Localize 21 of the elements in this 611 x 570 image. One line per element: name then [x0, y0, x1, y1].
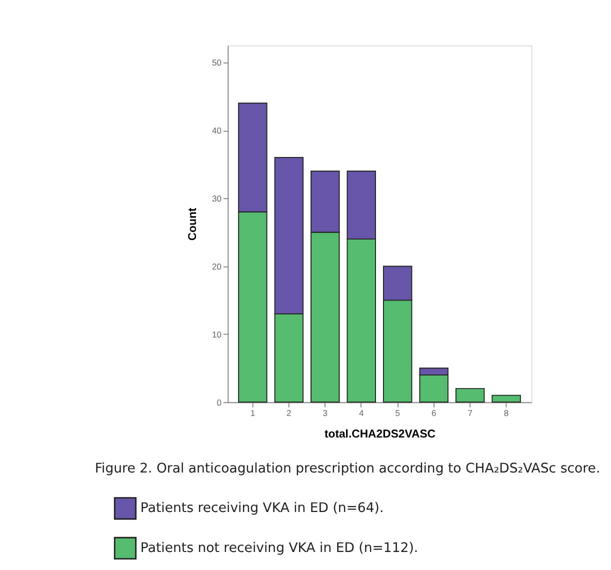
y-tick-label: 30 — [212, 194, 222, 204]
x-tick-label: 8 — [504, 408, 509, 418]
y-tick-label: 40 — [212, 126, 222, 136]
bar — [492, 394, 521, 403]
x-axis-title: total.CHA2DS2VASC — [324, 428, 436, 441]
x-tick-label: 6 — [431, 408, 436, 418]
caption: Figure 2. Oral anticoagulation prescription according to CHA₂DS₂VASc score. — [94, 461, 600, 476]
x-tick-label: 2 — [286, 408, 292, 418]
y-tick-label: 20 — [212, 262, 222, 272]
legend-label: Patients receiving VKA in ED (n=64). — [140, 501, 384, 516]
bar — [455, 388, 485, 403]
y-tick-label: 0 — [216, 397, 222, 408]
x-tick-label: 7 — [468, 408, 473, 418]
legend-label: Patients not receiving VKA in ED (n=112). — [140, 541, 418, 556]
x-tick-label: 1 — [250, 408, 256, 418]
x-tick-label: 3 — [322, 408, 328, 418]
y-axis-title: Count — [186, 208, 199, 241]
x-tick-label: 4 — [359, 408, 364, 418]
x-tick-label: 5 — [395, 408, 400, 418]
y-tick-label: 10 — [212, 330, 222, 340]
y-tick-label: 50 — [212, 58, 222, 68]
